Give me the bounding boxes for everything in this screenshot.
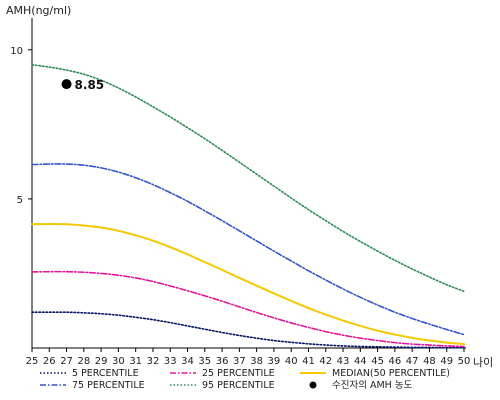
x-tick-label: 44 (354, 356, 367, 367)
x-tick-label: 30 (112, 356, 125, 367)
x-tick-label: 49 (440, 356, 453, 367)
x-tick-label: 28 (77, 356, 90, 367)
x-tick-label: 41 (302, 356, 315, 367)
x-tick-label: 42 (319, 356, 332, 367)
x-tick-label: 31 (129, 356, 142, 367)
x-axis-title: 나이 (473, 356, 493, 369)
x-tick-label: 39 (268, 356, 281, 367)
series-line-4 (31, 163, 465, 336)
x-tick-label: 32 (147, 356, 160, 367)
x-tick-label: 48 (423, 356, 436, 367)
legend-label: 5 PERCENTILE (72, 368, 139, 379)
data-point-label: 8.85 (75, 78, 105, 92)
x-tick-label: 29 (95, 356, 108, 367)
legend-label: 75 PERCENTILE (72, 380, 145, 391)
series-line-3 (31, 222, 465, 346)
x-tick-label: 36 (216, 356, 229, 367)
y-axis-title: AMH(ng/ml) (6, 4, 71, 17)
x-tick-label: 35 (198, 356, 211, 367)
series-line-1 (31, 311, 465, 349)
x-tick-label: 46 (389, 356, 402, 367)
y-tick-label: 10 (10, 46, 23, 57)
x-tick-label: 47 (406, 356, 419, 367)
x-tick-label: 34 (181, 356, 194, 367)
x-tick-label: 27 (60, 356, 73, 367)
data-point-marker (61, 79, 72, 90)
legend-label: MEDIAN(50 PERCENTILE) (332, 368, 450, 379)
x-tick-label: 25 (26, 356, 39, 367)
x-tick-label: 37 (233, 356, 246, 367)
x-tick-label: 50 (458, 356, 471, 367)
legend-swatch (309, 381, 317, 389)
legend-label: 95 PERCENTILE (202, 380, 275, 391)
y-tick-label: 5 (17, 195, 23, 206)
x-tick-label: 40 (285, 356, 298, 367)
x-tick-label: 38 (250, 356, 263, 367)
x-tick-label: 33 (164, 356, 177, 367)
legend-label: 수진자의 AMH 농도 (332, 380, 413, 391)
x-tick-label: 43 (337, 356, 350, 367)
x-tick-label: 26 (43, 356, 56, 367)
series-line-5 (31, 63, 465, 293)
x-tick-label: 45 (371, 356, 384, 367)
legend-label: 25 PERCENTILE (202, 368, 275, 379)
series-line-2 (31, 270, 465, 348)
